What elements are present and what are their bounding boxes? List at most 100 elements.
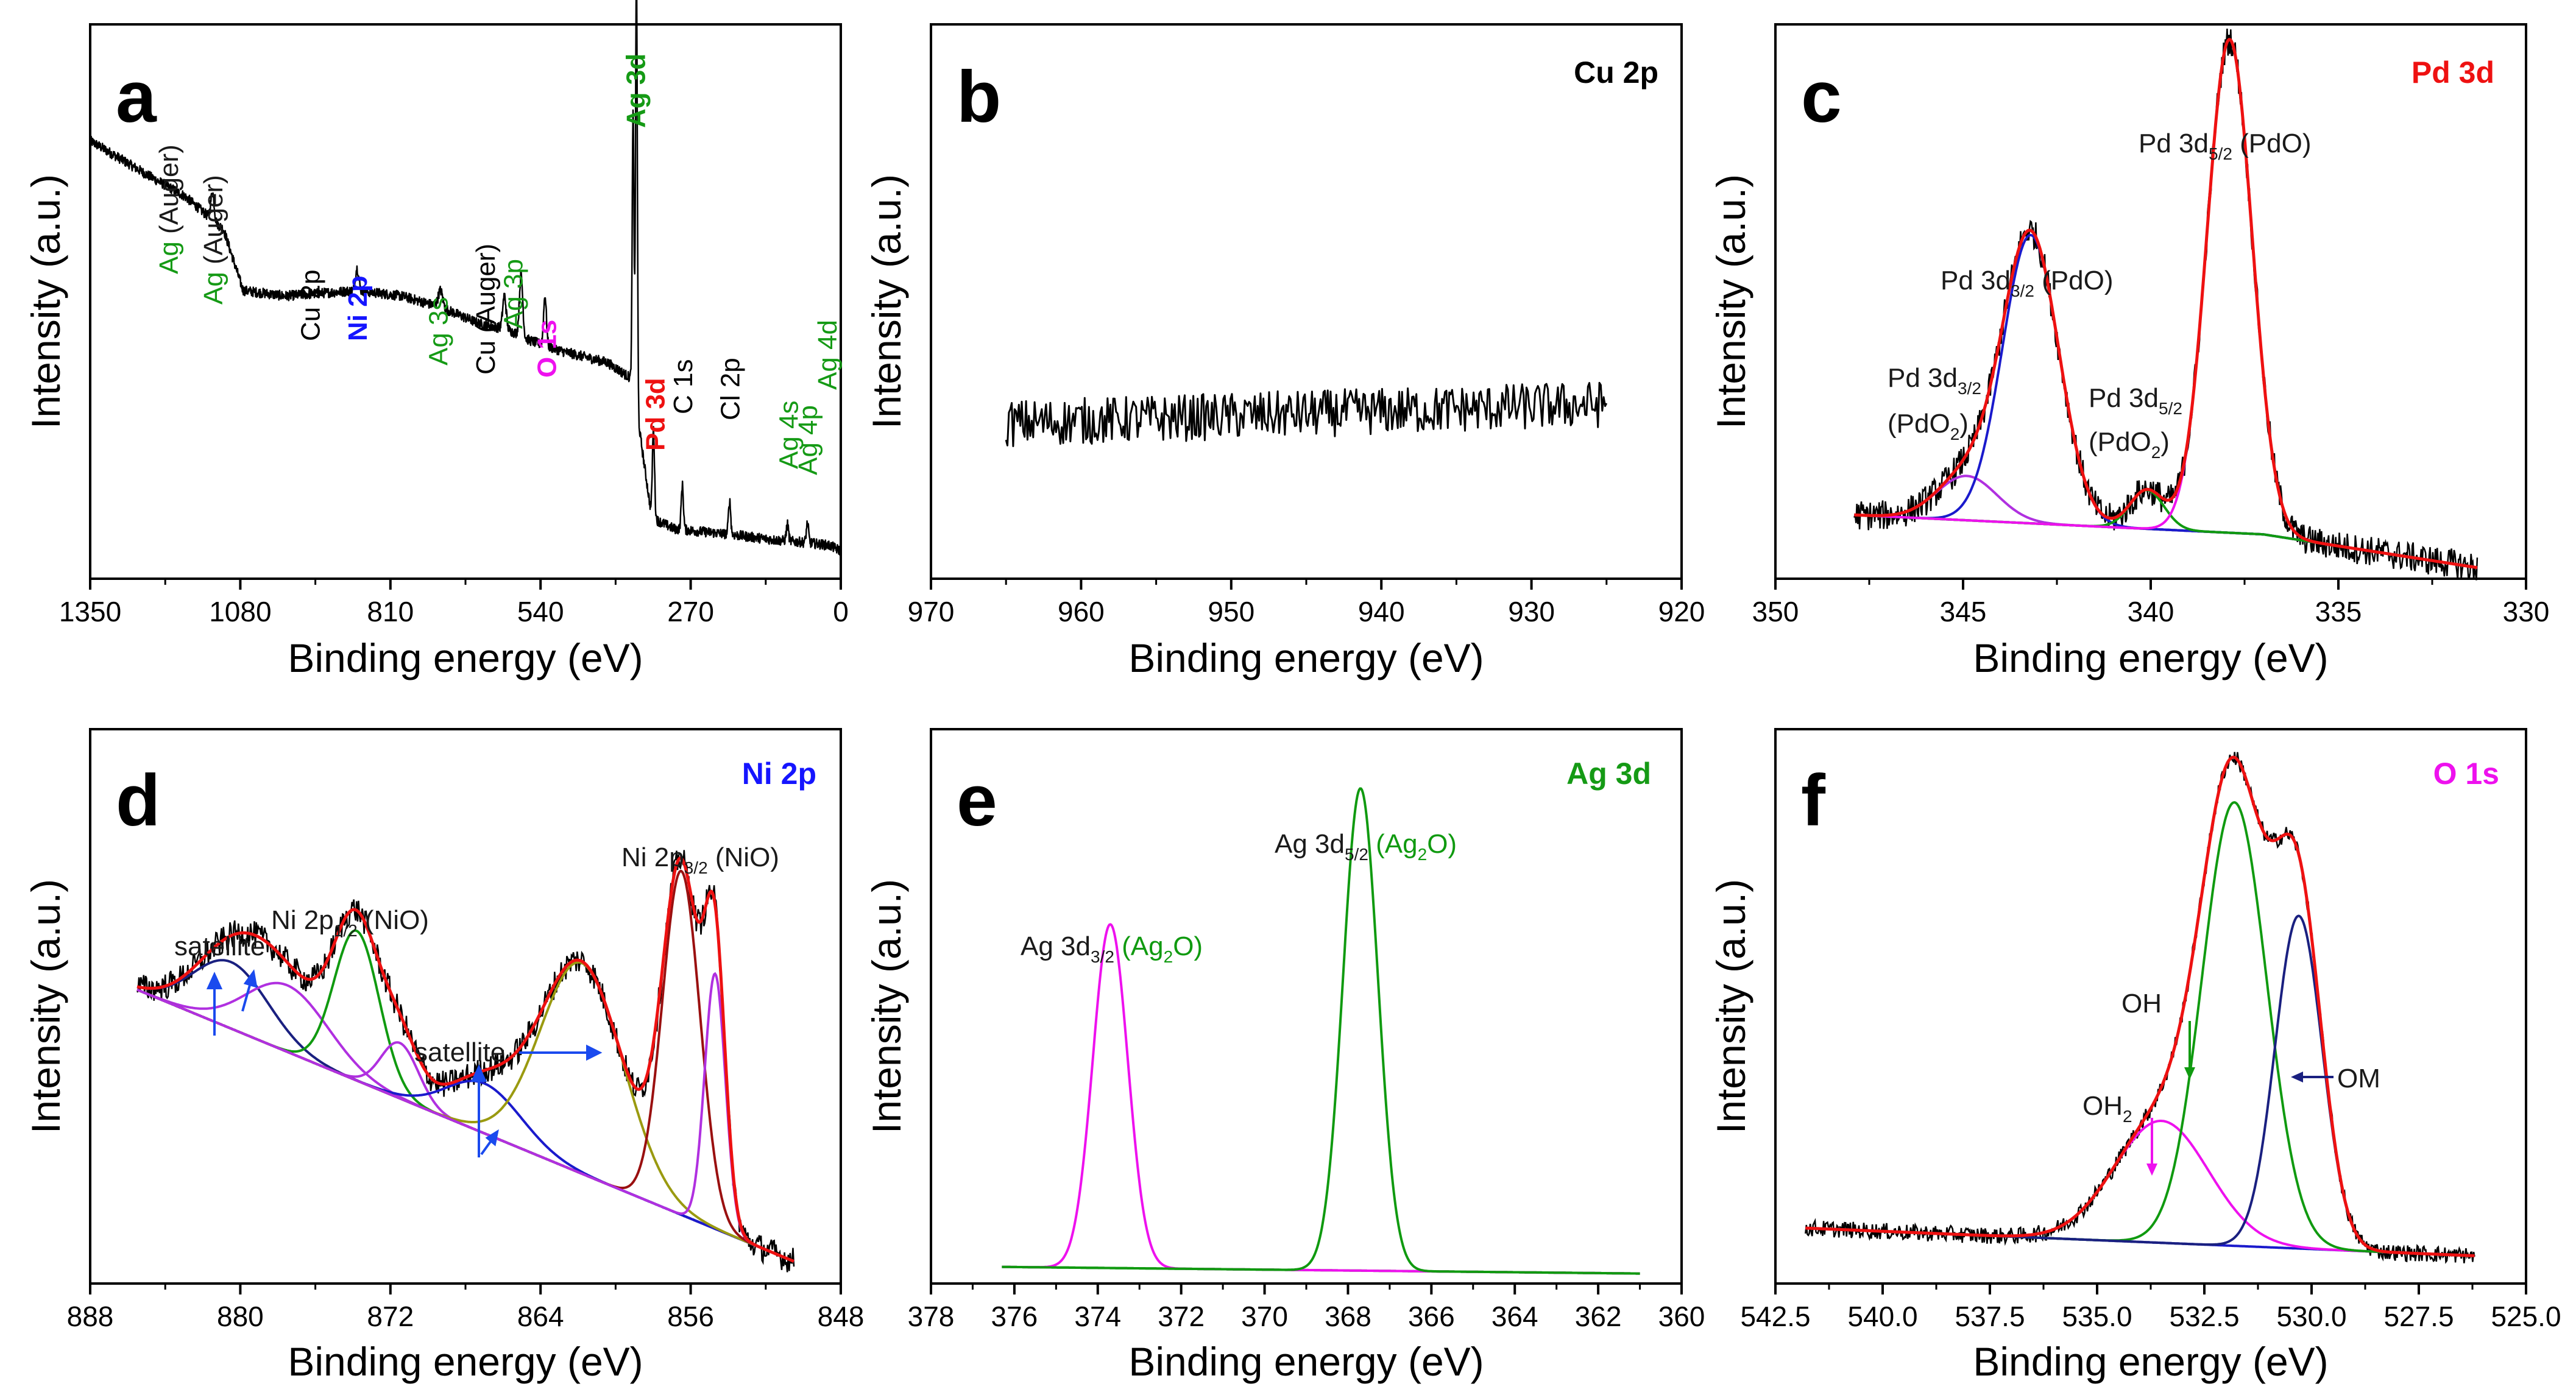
panel-d-label-ni2p12: Ni 2p1/2 (NiO) — [271, 905, 429, 940]
x-tick-label: 920 — [1658, 596, 1705, 627]
panel-b-label: b — [957, 56, 1001, 138]
panel-d-fit-lines — [136, 850, 795, 1273]
panel-d-label-ni2p32: Ni 2p3/2 (NiO) — [621, 842, 779, 877]
panel-b-title: Cu 2p — [1574, 55, 1658, 90]
x-tick-label: 532.5 — [2169, 1301, 2239, 1332]
peak-component-line — [136, 972, 794, 1263]
x-tick-label: 335 — [2315, 596, 2362, 627]
x-tick-label: 372 — [1158, 1301, 1205, 1332]
panel-f-label-oh2: OH2 — [2082, 1091, 2132, 1126]
element-label: Ag 3d — [621, 54, 651, 128]
x-tick-label: 542.5 — [1740, 1301, 1810, 1332]
panel-a-xlabel: Binding energy (eV) — [288, 635, 643, 680]
panel-c-label-pd3d32-pdo2: Pd 3d3/2 — [1888, 363, 1981, 398]
fit-envelope-line — [1805, 755, 2475, 1257]
element-label: Cu (Auger) — [471, 244, 501, 375]
panel-a-ylabel: Intensity (a.u.) — [23, 174, 68, 429]
panel-f-label-arrows — [2146, 1021, 2334, 1176]
panel-c-xlabel: Binding energy (eV) — [1973, 635, 2328, 680]
panel-a-label: a — [116, 56, 157, 138]
x-tick-label: 368 — [1325, 1301, 1371, 1332]
element-label: Ag (Auger) — [154, 144, 184, 274]
panel-e-title: Ag 3d — [1566, 757, 1651, 791]
panel-c-fit-lines — [1853, 29, 2479, 581]
panel-f-label-oh: OH — [2121, 989, 2162, 1019]
panel-b-cu2p: 970 960 950 940 930 920 b Cu 2p Binding energ… — [864, 23, 1705, 680]
panel-f-title: O 1s — [2433, 757, 2499, 791]
element-label: Ni 2p — [343, 275, 373, 341]
x-tick-label: 950 — [1208, 596, 1254, 627]
panel-f-label: f — [1801, 760, 1826, 841]
panel-c-label-pd3d32-pdo: Pd 3d3/2 (PdO) — [1941, 266, 2114, 300]
panel-f-label-om: OM — [2337, 1064, 2380, 1093]
panel-f-o1s: 542.5 540.0 537.5 535.0 532.5 530.0 527.5 525.0… — [1708, 728, 2561, 1384]
x-tick-label: 872 — [367, 1301, 414, 1332]
panel-d-ylabel: Intensity (a.u.) — [23, 879, 68, 1134]
panel-b-raw-line — [1005, 381, 1608, 447]
panel-b-x-ticks: 970 960 950 940 930 920 — [908, 579, 1705, 627]
panel-d-x-ticks: 888 880 872 864 856 848 — [67, 1284, 864, 1332]
x-tick-label: 527.5 — [2383, 1301, 2454, 1332]
element-label: Cu 2p — [296, 270, 326, 341]
panel-c-label-pd3d52-pdo2: Pd 3d5/2 — [2089, 383, 2182, 418]
x-tick-label: 810 — [367, 596, 414, 627]
x-tick-label: 960 — [1058, 596, 1105, 627]
x-tick-label: 530.0 — [2276, 1301, 2346, 1332]
panel-f-ylabel: Intensity (a.u.) — [1708, 879, 1753, 1134]
panel-a-x-ticks: 1350 1080 810 540 270 0 — [59, 579, 849, 627]
panel-c-label: c — [1801, 56, 1842, 138]
element-label: Ag 4s — [774, 400, 804, 469]
element-label: O 1s — [532, 320, 562, 378]
x-tick-label: 970 — [908, 596, 955, 627]
element-label: Ag 3s — [423, 297, 453, 366]
x-tick-label: 537.5 — [1955, 1301, 2025, 1332]
x-tick-label: 376 — [991, 1301, 1038, 1332]
fit-envelope-line — [136, 856, 794, 1263]
panel-f-fit-lines — [1805, 752, 2475, 1264]
x-tick-label: 535.0 — [2062, 1301, 2132, 1332]
panel-e-xlabel: Binding energy (eV) — [1128, 1339, 1484, 1384]
x-tick-label: 1350 — [59, 596, 121, 627]
panel-e-fit-lines — [1002, 787, 1640, 1275]
panel-c-ylabel: Intensity (a.u.) — [1708, 174, 1753, 429]
element-label: Pd 3d — [640, 378, 670, 451]
panel-c-title: Pd 3d — [2411, 55, 2494, 90]
x-tick-label: 350 — [1752, 596, 1799, 627]
panel-d-label: d — [116, 760, 160, 841]
panel-b-ylabel: Intensity (a.u.) — [864, 174, 909, 429]
x-tick-label: 378 — [908, 1301, 955, 1332]
panel-c-x-ticks: 350 345 340 335 330 — [1752, 579, 2550, 627]
x-tick-label: 270 — [667, 596, 714, 627]
panel-e-x-ticks: 378 376 374 372 370 368 366 364 362 360 — [908, 1284, 1705, 1332]
x-tick-label: 0 — [833, 596, 849, 627]
panel-e-label-ag3d52: Ag 3d5/2 (Ag2O) — [1275, 829, 1457, 864]
panel-f-xlabel: Binding energy (eV) — [1973, 1339, 2328, 1384]
element-label: Ag (Auger) — [199, 175, 228, 305]
x-tick-label: 525.0 — [2491, 1301, 2561, 1332]
panel-f-x-ticks: 542.5 540.0 537.5 535.0 532.5 530.0 527.5 525.0 — [1740, 1284, 2561, 1332]
panel-d-title: Ni 2p — [742, 757, 816, 791]
panel-a-survey-line — [89, 0, 842, 556]
element-label: Ag 4p — [793, 405, 823, 475]
x-tick-label: 940 — [1358, 596, 1405, 627]
fit-envelope-line — [1854, 38, 2478, 570]
x-tick-label: 366 — [1408, 1301, 1455, 1332]
panel-c-label-pd3d52-pdo: Pd 3d5/2 (PdO) — [2139, 129, 2312, 163]
panel-d-xlabel: Binding energy (eV) — [288, 1339, 643, 1384]
x-tick-label: 370 — [1241, 1301, 1288, 1332]
x-tick-label: 930 — [1508, 596, 1555, 627]
x-tick-label: 345 — [1940, 596, 1987, 627]
panel-d-satellite-label-2: satellite — [414, 1037, 505, 1067]
x-tick-label: 330 — [2503, 596, 2550, 627]
element-label: Ag 3p — [499, 259, 529, 329]
panel-e-label: e — [957, 760, 997, 841]
x-tick-label: 364 — [1491, 1301, 1538, 1332]
peak-component-line — [1002, 787, 1640, 1275]
x-tick-label: 864 — [517, 1301, 564, 1332]
x-tick-label: 1080 — [209, 596, 271, 627]
x-tick-label: 888 — [67, 1301, 114, 1332]
x-tick-label: 360 — [1658, 1301, 1705, 1332]
panel-c-label-pdo2-b: (PdO2) — [2089, 427, 2170, 462]
x-tick-label: 880 — [217, 1301, 264, 1332]
